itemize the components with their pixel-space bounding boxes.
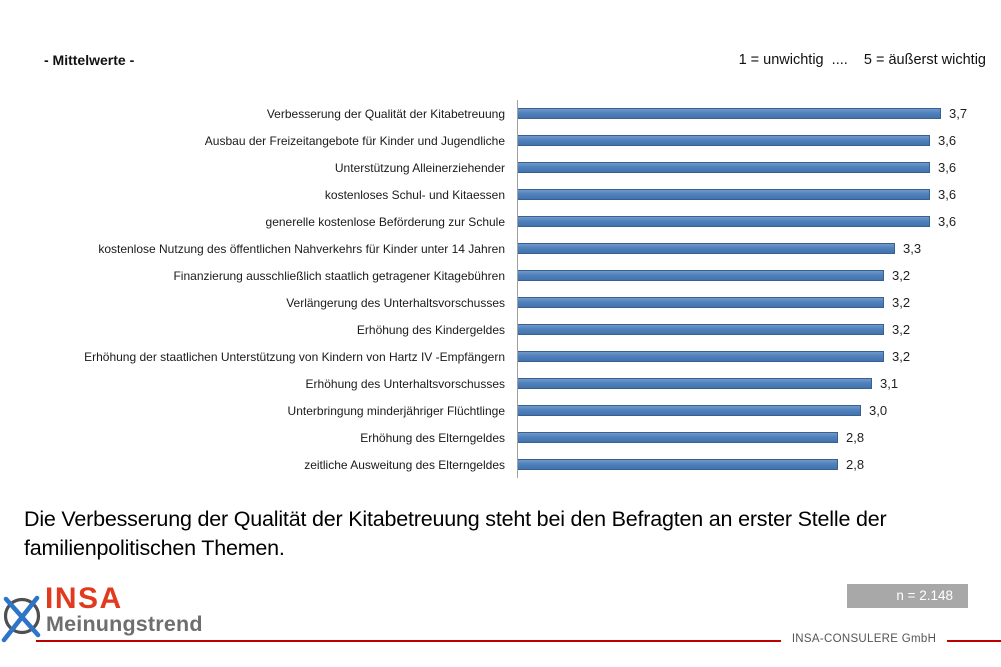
bar-track: 2,8 [517, 451, 995, 478]
value-label: 3,1 [880, 376, 899, 391]
insa-logo-title: INSA [45, 582, 123, 615]
value-label: 3,3 [903, 241, 922, 256]
bar-track: 3,1 [517, 370, 995, 397]
category-label: Verlängerung des Unterhaltsvorschusses [286, 295, 505, 310]
bar-track: 3,2 [517, 289, 995, 316]
chart-row: Erhöhung des Kindergeldes 3,2 [20, 316, 995, 343]
footer-red-line-left [36, 640, 781, 642]
summary-text: Die Verbesserung der Qualität der Kitabe… [24, 507, 887, 561]
category-label: generelle kostenlose Beförderung zur Sch… [265, 214, 505, 229]
bar [517, 459, 838, 470]
value-label: 3,2 [892, 268, 911, 283]
bar-track: 3,0 [517, 397, 995, 424]
value-label: 3,6 [938, 187, 957, 202]
category-label: zeitliche Ausweitung des Elterngeldes [304, 457, 505, 472]
bar [517, 162, 930, 173]
category-label: Verbesserung der Qualität der Kitabetreu… [266, 106, 505, 121]
chart-row: Unterstützung Alleinerziehender 3,6 [20, 154, 995, 181]
bar-track: 3,7 [517, 100, 995, 127]
value-label: 3,2 [892, 349, 911, 364]
bar-track: 3,3 [517, 235, 995, 262]
category-label: Unterstützung Alleinerziehender [334, 160, 505, 175]
chart-row: zeitliche Ausweitung des Elterngeldes 2,… [20, 451, 995, 478]
chart-row: Verlängerung des Unterhaltsvorschusses 3… [20, 289, 995, 316]
chart-row: Erhöhung der staatlichen Unterstützung v… [20, 343, 995, 370]
value-label: 2,8 [846, 430, 865, 445]
category-label: Erhöhung des Kindergeldes [356, 322, 505, 337]
chart-row: generelle kostenlose Beförderung zur Sch… [20, 208, 995, 235]
chart-axis-line [517, 100, 518, 478]
mittelwerte-label: - Mittelwerte - [44, 52, 135, 68]
value-label: 3,2 [892, 322, 911, 337]
value-label: 3,6 [938, 133, 957, 148]
sample-size-badge: n = 2.148 [847, 584, 968, 608]
category-label: Finanzierung ausschließlich staatlich ge… [173, 268, 505, 283]
bar [517, 270, 884, 281]
category-label: Unterbringung minderjähriger Flüchtlinge [287, 403, 505, 418]
value-label: 3,7 [949, 106, 968, 121]
insa-logo-subtitle: Meinungstrend [46, 612, 203, 636]
category-label: Erhöhung des Unterhaltsvorschusses [305, 376, 505, 391]
category-label: Erhöhung des Elterngeldes [360, 430, 505, 445]
category-label: Ausbau der Freizeitangebote für Kinder u… [204, 133, 505, 148]
chart-row: Ausbau der Freizeitangebote für Kinder u… [20, 127, 995, 154]
value-label: 3,2 [892, 295, 911, 310]
bar [517, 243, 895, 254]
bar [517, 216, 930, 227]
scale-note: 1 = unwichtig .... 5 = äußerst wichtig [738, 52, 986, 68]
bar [517, 405, 861, 416]
chart-row: Erhöhung des Elterngeldes 2,8 [20, 424, 995, 451]
chart-row: Finanzierung ausschließlich staatlich ge… [20, 262, 995, 289]
chart-row: kostenloses Schul- und Kitaessen 3,6 [20, 181, 995, 208]
bar [517, 135, 930, 146]
value-label: 3,6 [938, 160, 957, 175]
company-name: INSA-CONSULERE GmbH [781, 633, 947, 645]
ballot-cross-icon [1, 595, 41, 643]
bar-track: 3,6 [517, 208, 995, 235]
value-label: 3,0 [869, 403, 888, 418]
bar [517, 108, 941, 119]
category-label: kostenloses Schul- und Kitaessen [324, 187, 505, 202]
chart-row: Unterbringung minderjähriger Flüchtlinge… [20, 397, 995, 424]
chart-row: Verbesserung der Qualität der Kitabetreu… [20, 100, 995, 127]
chart-row: Erhöhung des Unterhaltsvorschusses 3,1 [20, 370, 995, 397]
bar-track: 3,6 [517, 181, 995, 208]
bar [517, 432, 838, 443]
bar-track: 3,6 [517, 154, 995, 181]
bar [517, 324, 884, 335]
footer-red-line-right [947, 640, 1001, 642]
value-label: 3,6 [938, 214, 957, 229]
bar [517, 378, 872, 389]
bar-track: 3,2 [517, 262, 995, 289]
bar-chart: Verbesserung der Qualität der Kitabetreu… [20, 100, 995, 478]
bar-track: 3,2 [517, 343, 995, 370]
category-label: Erhöhung der staatlichen Unterstützung v… [84, 349, 505, 364]
bar [517, 189, 930, 200]
bar-track: 3,2 [517, 316, 995, 343]
value-label: 2,8 [846, 457, 865, 472]
bar [517, 351, 884, 362]
bar-track: 2,8 [517, 424, 995, 451]
bar [517, 297, 884, 308]
bar-track: 3,6 [517, 127, 995, 154]
category-label: kostenlose Nutzung des öffentlichen Nahv… [98, 241, 505, 256]
chart-row: kostenlose Nutzung des öffentlichen Nahv… [20, 235, 995, 262]
